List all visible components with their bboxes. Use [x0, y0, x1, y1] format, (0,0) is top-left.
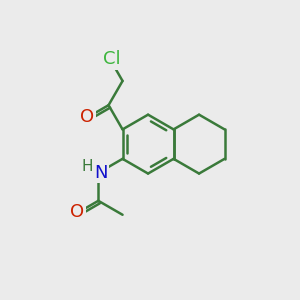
Text: O: O — [70, 203, 84, 221]
Text: O: O — [80, 108, 94, 126]
Text: H: H — [81, 159, 93, 174]
Text: Cl: Cl — [103, 50, 120, 68]
Text: N: N — [94, 164, 107, 182]
